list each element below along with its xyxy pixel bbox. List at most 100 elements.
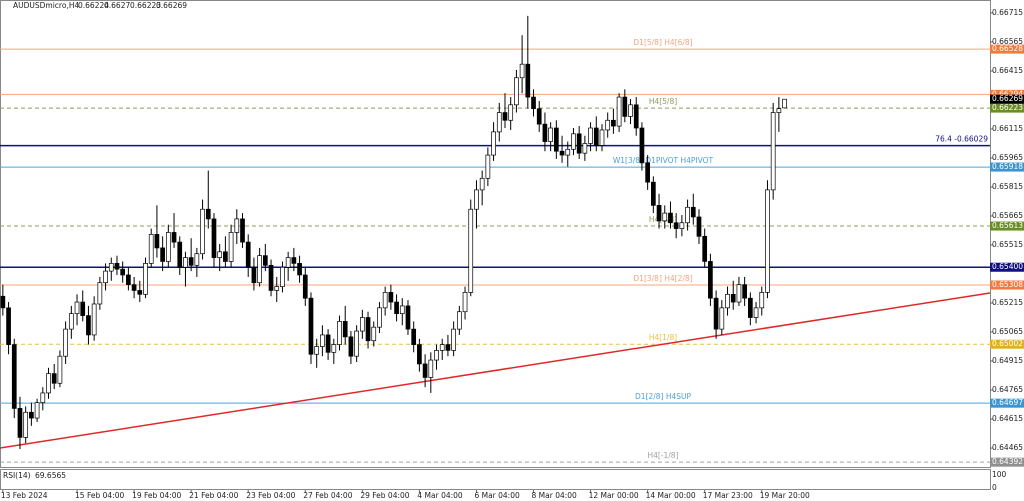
candle-body bbox=[770, 112, 776, 191]
candle-body bbox=[776, 108, 782, 113]
candle-body bbox=[183, 257, 188, 268]
level-label: H4[5/8] bbox=[649, 97, 677, 106]
candle-body bbox=[474, 189, 479, 210]
candle-body bbox=[34, 402, 40, 419]
candle-body bbox=[599, 129, 605, 146]
candle-body bbox=[228, 232, 234, 262]
candle-body bbox=[736, 284, 742, 303]
candle-body bbox=[51, 373, 57, 384]
candle-body bbox=[656, 205, 662, 222]
candle-body bbox=[491, 131, 496, 156]
price-box bbox=[990, 398, 1024, 408]
candle-body bbox=[359, 317, 365, 332]
price-box bbox=[990, 44, 1024, 54]
candle-body bbox=[97, 282, 103, 305]
candle-body bbox=[719, 307, 725, 330]
candle-body bbox=[251, 266, 257, 284]
candle-body bbox=[308, 297, 314, 355]
candle-body bbox=[285, 257, 291, 268]
candle-body bbox=[668, 212, 673, 224]
symbol: AUDUSDmicro,H4 bbox=[13, 1, 79, 10]
candle-body bbox=[108, 263, 114, 272]
candle-body bbox=[120, 268, 126, 276]
candle-body bbox=[394, 301, 399, 315]
candle-body bbox=[730, 293, 736, 303]
candle-body bbox=[519, 63, 525, 79]
candle-body bbox=[0, 295, 6, 309]
candle-body bbox=[200, 208, 205, 255]
candle-body bbox=[11, 344, 17, 409]
price-box bbox=[990, 221, 1024, 231]
candle-body bbox=[428, 359, 434, 378]
y-tick-label: 0.65515 bbox=[992, 240, 1023, 249]
candle-body bbox=[148, 234, 154, 264]
candle-body bbox=[628, 104, 633, 117]
candle-body bbox=[240, 218, 245, 243]
candle-body bbox=[74, 301, 80, 315]
candle-body bbox=[411, 328, 417, 345]
candle-body bbox=[325, 334, 331, 353]
candle-body bbox=[616, 96, 622, 127]
header-price: 0.66269 bbox=[156, 1, 187, 10]
y-tick-label: 0.64465 bbox=[992, 443, 1023, 452]
x-tick-label: 12 Mar 00:00 bbox=[589, 491, 639, 500]
candle-body bbox=[143, 263, 148, 295]
candle-body bbox=[297, 263, 302, 276]
rsi-tick-label: 0 bbox=[992, 483, 997, 492]
candle-body bbox=[126, 274, 131, 285]
price-box-label: 0.66528 bbox=[992, 44, 1023, 53]
y-tick-label: 0.65815 bbox=[992, 182, 1023, 191]
candle-body bbox=[582, 143, 588, 154]
candle-body bbox=[365, 317, 371, 342]
header: AUDUSDmicro,H4 bbox=[13, 1, 79, 10]
y-tick-label: 0.66715 bbox=[992, 8, 1023, 17]
candle-body bbox=[217, 251, 223, 258]
candle-body bbox=[302, 274, 308, 299]
candle-body bbox=[679, 222, 685, 229]
price-box bbox=[990, 457, 1024, 467]
candle-body bbox=[759, 292, 765, 309]
y-tick-label: 0.65965 bbox=[992, 153, 1023, 162]
candle-body bbox=[588, 127, 593, 144]
candle-body bbox=[536, 108, 542, 125]
level-label: 76.4 -0.66029 bbox=[935, 135, 988, 144]
candle-body bbox=[382, 292, 388, 309]
candle-body bbox=[417, 344, 422, 365]
candle-body bbox=[553, 127, 559, 152]
candle-body bbox=[245, 241, 251, 268]
rsi-value: 69.6565 bbox=[35, 471, 66, 480]
candle-body bbox=[725, 293, 730, 309]
x-tick-label: 27 Feb 04:00 bbox=[303, 491, 352, 500]
candle-body bbox=[479, 177, 485, 191]
candle-body bbox=[165, 232, 171, 262]
candle-body bbox=[114, 263, 120, 270]
price-box bbox=[990, 103, 1024, 113]
price-box bbox=[990, 94, 1024, 104]
candle-body bbox=[57, 355, 63, 384]
y-tick-label: 0.65665 bbox=[992, 211, 1023, 220]
price-box-label: 0.66294 bbox=[992, 89, 1023, 98]
candle-body bbox=[713, 297, 719, 330]
candle-body bbox=[337, 321, 342, 345]
candle-body bbox=[194, 253, 200, 266]
price-box-label: 0.65308 bbox=[992, 280, 1023, 289]
price-box bbox=[990, 89, 1024, 99]
candle-body bbox=[508, 104, 514, 121]
price-box bbox=[990, 280, 1024, 290]
y-tick-label: 0.64915 bbox=[992, 356, 1023, 365]
candle-body bbox=[342, 321, 348, 338]
candle-body bbox=[377, 307, 382, 328]
header-price: 0.6627 bbox=[104, 1, 130, 10]
candle-body bbox=[348, 336, 354, 357]
x-tick-label: 19 Feb 04:00 bbox=[132, 491, 181, 500]
candle-body bbox=[205, 208, 211, 220]
candle-body bbox=[257, 255, 262, 284]
level-label: W1[3/8] D1PIVOT H4PIVOT bbox=[613, 156, 714, 165]
candle-body bbox=[388, 292, 394, 303]
candle-body bbox=[445, 344, 451, 351]
candle-body bbox=[268, 264, 274, 291]
candle-body bbox=[211, 218, 217, 258]
candle-body bbox=[468, 208, 474, 293]
y-tick-label: 0.64615 bbox=[992, 414, 1023, 423]
